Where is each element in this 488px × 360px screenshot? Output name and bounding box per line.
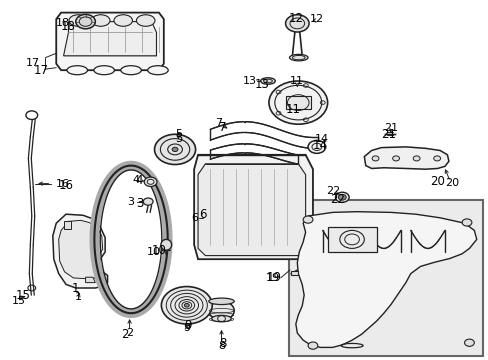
Text: 7: 7 <box>218 121 226 134</box>
Text: 13: 13 <box>242 76 256 86</box>
Circle shape <box>464 339 473 346</box>
Text: 10: 10 <box>147 247 161 257</box>
Circle shape <box>392 156 399 161</box>
Polygon shape <box>63 221 71 229</box>
Text: 22: 22 <box>329 193 344 206</box>
Text: 8: 8 <box>218 341 224 351</box>
Polygon shape <box>56 13 163 70</box>
Circle shape <box>184 303 189 307</box>
Circle shape <box>461 219 471 226</box>
Text: 9: 9 <box>183 323 190 333</box>
Polygon shape <box>63 22 156 56</box>
Text: 19: 19 <box>265 273 279 283</box>
Text: 18: 18 <box>56 18 69 28</box>
Text: 8: 8 <box>218 337 226 350</box>
Ellipse shape <box>69 15 87 26</box>
Polygon shape <box>85 277 95 283</box>
Text: 10: 10 <box>151 244 166 257</box>
Circle shape <box>303 216 312 223</box>
Circle shape <box>268 81 327 124</box>
Text: 16: 16 <box>56 179 69 189</box>
Circle shape <box>433 156 440 161</box>
Circle shape <box>76 14 95 29</box>
Text: 2: 2 <box>126 328 133 338</box>
Text: 20: 20 <box>445 178 458 188</box>
Polygon shape <box>295 212 476 347</box>
Text: 2: 2 <box>121 328 128 341</box>
Circle shape <box>144 177 157 186</box>
Bar <box>289 200 482 356</box>
Text: 1: 1 <box>75 292 81 302</box>
Circle shape <box>285 15 308 32</box>
Text: 4: 4 <box>135 174 143 186</box>
Bar <box>327 227 376 252</box>
Ellipse shape <box>211 315 231 322</box>
Circle shape <box>143 198 153 205</box>
Text: 3: 3 <box>135 197 143 210</box>
Text: 17: 17 <box>34 64 49 77</box>
Text: 22: 22 <box>325 186 340 196</box>
Ellipse shape <box>161 239 171 250</box>
Text: 17: 17 <box>26 58 40 68</box>
Polygon shape <box>198 164 305 256</box>
Text: 3: 3 <box>127 197 134 207</box>
Ellipse shape <box>260 78 275 84</box>
Circle shape <box>208 301 234 320</box>
Ellipse shape <box>147 66 168 75</box>
Polygon shape <box>53 214 107 288</box>
Ellipse shape <box>121 66 141 75</box>
Circle shape <box>335 192 348 202</box>
Text: 5: 5 <box>175 129 182 139</box>
Circle shape <box>338 194 346 200</box>
Ellipse shape <box>114 15 132 26</box>
Text: 4: 4 <box>132 175 139 185</box>
Text: 11: 11 <box>285 103 300 116</box>
Text: 9: 9 <box>184 319 192 332</box>
Polygon shape <box>59 220 102 279</box>
Text: 13: 13 <box>254 78 268 91</box>
Bar <box>290 271 298 275</box>
Text: 12: 12 <box>288 12 303 24</box>
Text: 12: 12 <box>309 14 323 24</box>
Ellipse shape <box>94 66 114 75</box>
Text: 19: 19 <box>266 271 281 284</box>
Ellipse shape <box>208 298 234 305</box>
Circle shape <box>161 287 212 324</box>
Ellipse shape <box>136 15 155 26</box>
Text: 14: 14 <box>314 134 328 144</box>
Circle shape <box>412 156 419 161</box>
Text: 6: 6 <box>191 213 198 223</box>
Text: 5: 5 <box>174 132 182 145</box>
Circle shape <box>307 342 317 349</box>
Circle shape <box>172 147 178 152</box>
Text: 11: 11 <box>290 76 304 86</box>
Text: 21: 21 <box>381 129 395 141</box>
Text: 15: 15 <box>12 296 25 306</box>
Circle shape <box>307 140 325 153</box>
Ellipse shape <box>67 66 87 75</box>
Polygon shape <box>285 96 310 109</box>
Text: 21: 21 <box>384 123 397 133</box>
Circle shape <box>154 134 195 165</box>
Ellipse shape <box>289 54 307 61</box>
Polygon shape <box>364 147 448 169</box>
Text: 7: 7 <box>215 118 222 128</box>
Text: 6: 6 <box>199 208 206 221</box>
Text: 15: 15 <box>16 289 31 302</box>
Ellipse shape <box>91 15 110 26</box>
Polygon shape <box>194 155 312 259</box>
Circle shape <box>371 156 378 161</box>
Text: 14: 14 <box>312 139 327 152</box>
Text: 16: 16 <box>59 179 73 192</box>
Text: 18: 18 <box>61 21 76 33</box>
Text: 20: 20 <box>429 175 444 188</box>
Text: 1: 1 <box>72 282 80 294</box>
